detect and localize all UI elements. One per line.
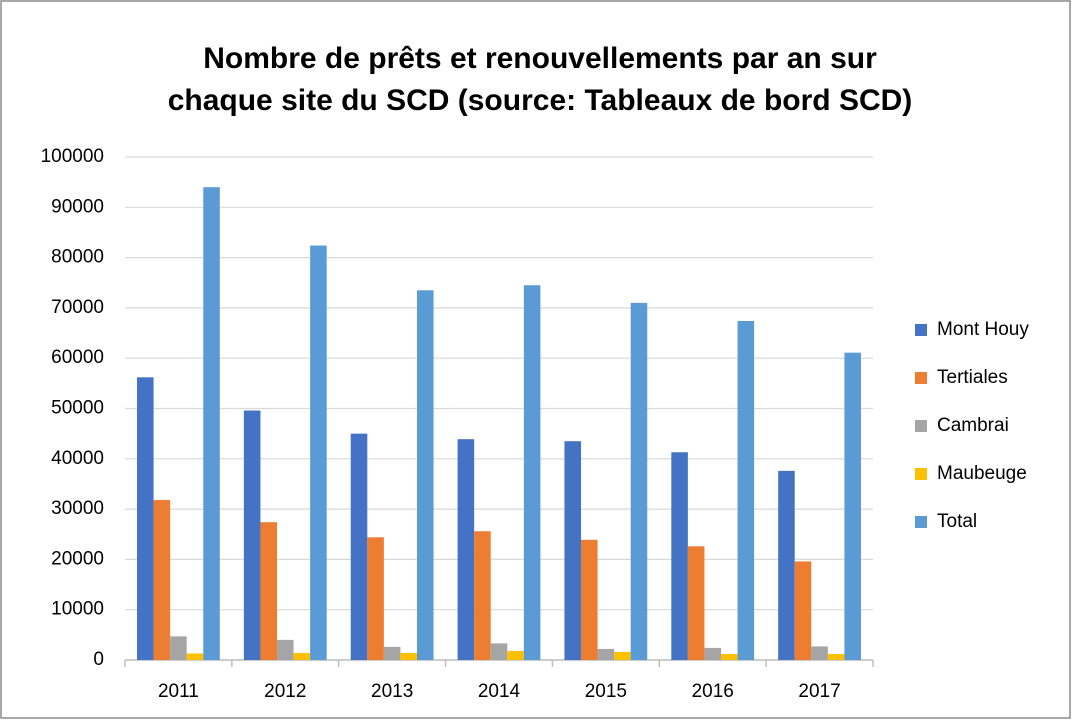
y-tick-label: 60000 (51, 347, 104, 368)
legend-swatch (915, 420, 927, 432)
legend-swatch (915, 372, 927, 384)
bar (243, 410, 261, 660)
y-tick-label: 20000 (51, 548, 104, 569)
legend-label: Total (937, 511, 977, 532)
x-tick-label: 2012 (264, 681, 306, 702)
bar (523, 285, 541, 660)
y-tick-label: 50000 (51, 398, 104, 419)
bar (416, 290, 434, 660)
x-tick-label: 2015 (585, 681, 627, 702)
x-tick-label: 2017 (798, 681, 840, 702)
bar (203, 187, 220, 660)
y-tick-label: 40000 (51, 448, 104, 469)
x-tick-label: 2013 (371, 681, 413, 702)
legend-label: Mont Houy (937, 319, 1029, 340)
legend-label: Maubeuge (937, 463, 1027, 484)
legend-label: Cambrai (937, 415, 1009, 436)
bar (277, 639, 294, 660)
bar (778, 470, 795, 660)
bar (153, 500, 171, 660)
bar (137, 377, 154, 660)
bar (507, 650, 524, 660)
y-tick-label: 10000 (51, 599, 104, 620)
legend-swatch (915, 324, 927, 336)
bar (310, 245, 327, 660)
legend-swatch (915, 516, 927, 528)
bar (704, 647, 721, 660)
bar (293, 652, 311, 660)
bar (186, 653, 204, 660)
legend-label: Tertiales (937, 367, 1008, 388)
bar (794, 561, 812, 660)
bar (811, 646, 828, 660)
bar (844, 352, 861, 660)
x-tick-label: 2016 (692, 681, 734, 702)
y-tick-label: 100000 (41, 146, 104, 167)
chart-title: chaque site du SCD (source: Tableaux de … (168, 84, 913, 117)
chart-title: Nombre de prêts et renouvellements par a… (203, 42, 877, 75)
bar (614, 651, 631, 660)
bar (170, 636, 187, 660)
x-tick-label: 2011 (158, 681, 199, 702)
y-tick-label: 90000 (51, 196, 104, 217)
bar (367, 537, 384, 660)
bar (564, 441, 582, 660)
bar (827, 653, 845, 660)
bar (671, 452, 688, 660)
bar (720, 653, 738, 660)
bar (457, 439, 475, 660)
bar (490, 643, 508, 660)
bar (597, 648, 615, 660)
bar (260, 522, 278, 660)
x-tick-label: 2014 (478, 681, 521, 702)
bar (581, 539, 598, 660)
bar (400, 652, 417, 660)
y-tick-label: 0 (93, 649, 104, 670)
y-tick-label: 80000 (51, 247, 104, 268)
bar (737, 320, 755, 660)
bar (474, 531, 491, 660)
bar (383, 646, 401, 660)
y-tick-label: 30000 (51, 498, 104, 519)
bar (687, 546, 705, 660)
legend-swatch (915, 468, 927, 480)
bar (630, 302, 648, 660)
y-tick-label: 70000 (51, 297, 104, 318)
bar (350, 433, 368, 660)
